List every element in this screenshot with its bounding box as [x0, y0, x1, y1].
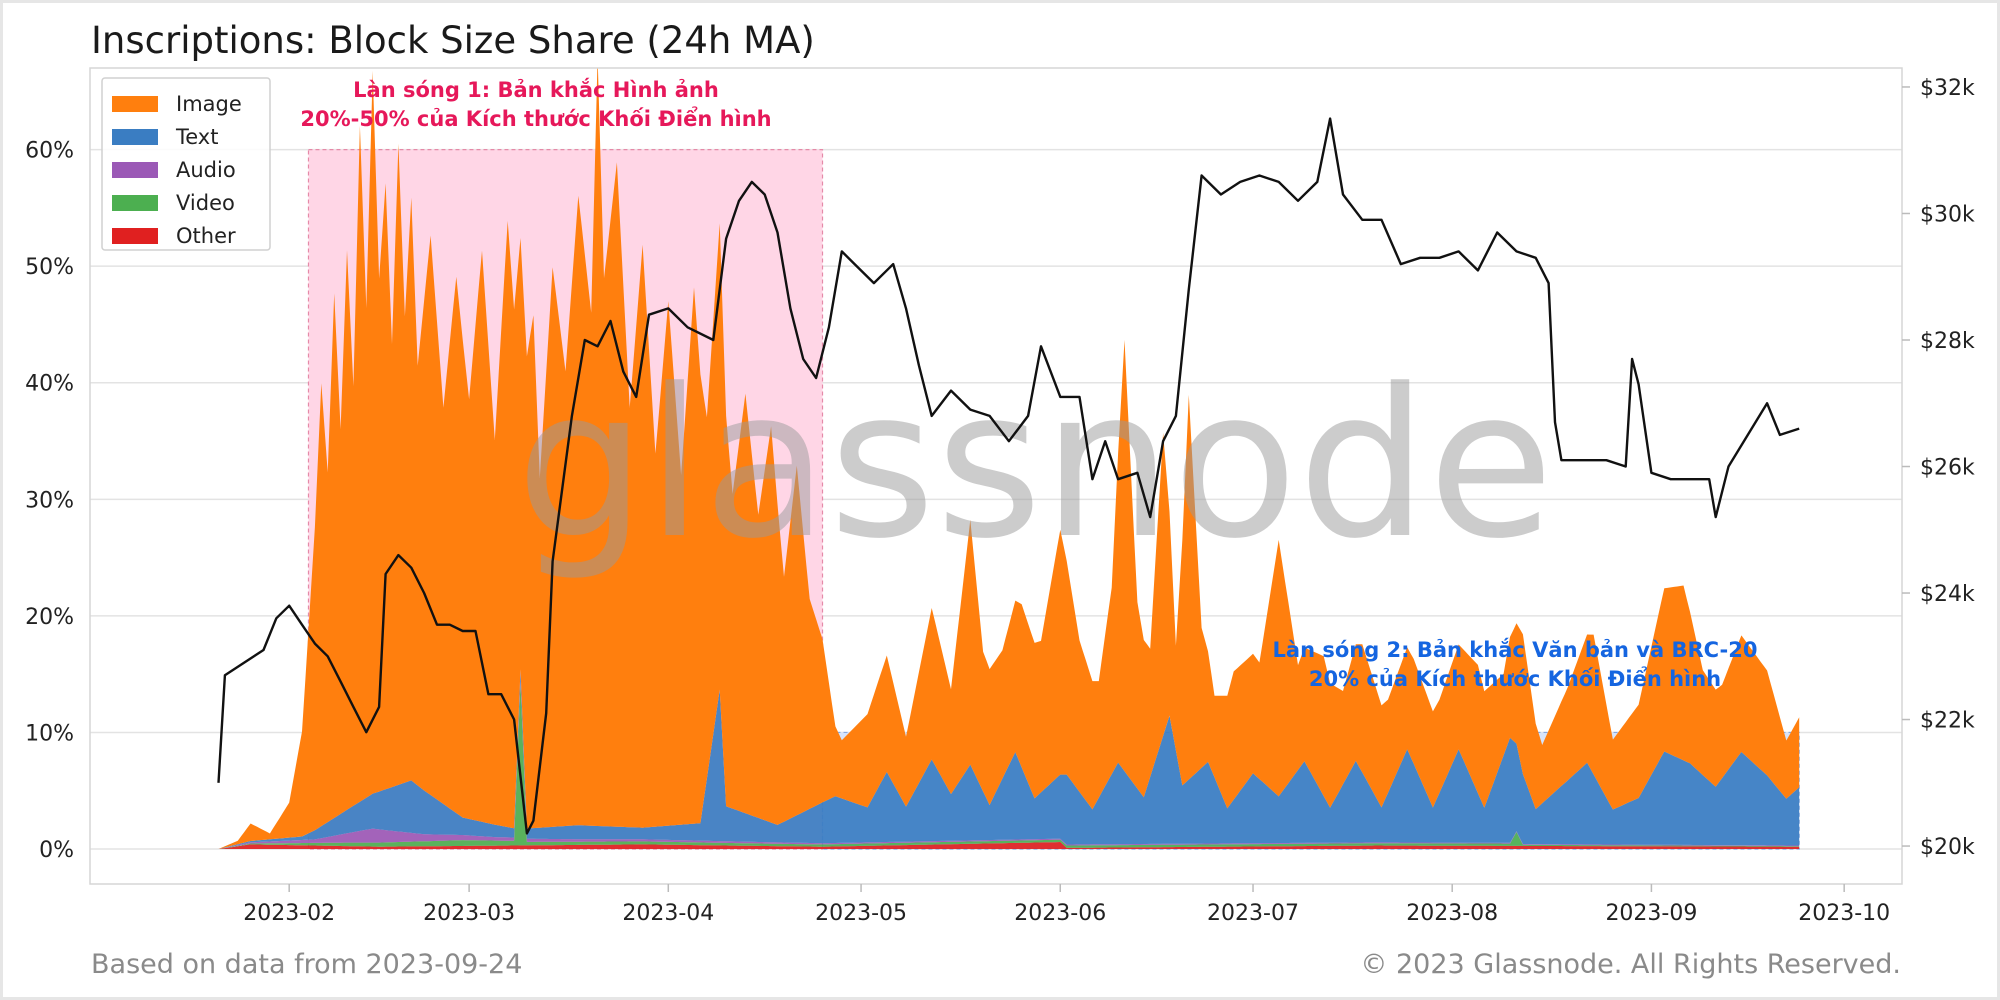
y-left-tick-label: 0% [39, 838, 74, 863]
copyright-note: © 2023 Glassnode. All Rights Reserved. [1360, 949, 1901, 980]
y-right-tick-label: $22k [1920, 709, 1975, 734]
data-date-note: Based on data from 2023-09-24 [91, 949, 523, 980]
x-tick-label: 2023-08 [1406, 901, 1498, 926]
area-text [218, 669, 1800, 849]
y-right-tick-label: $30k [1920, 202, 1975, 227]
area-other [218, 842, 1800, 849]
annotation-labels: Làn sóng 1: Bản khắc Hình ảnh 20%-50% của… [300, 77, 1757, 691]
x-tick-label: 2023-07 [1207, 901, 1299, 926]
y-left-tick-label: 40% [25, 372, 74, 397]
y-right-tick-label: $20k [1920, 835, 1975, 860]
x-tick-label: 2023-10 [1798, 901, 1890, 926]
legend-label-audio: Audio [176, 158, 236, 182]
y-left-tick-label: 20% [25, 605, 74, 630]
x-tick-label: 2023-06 [1014, 901, 1106, 926]
legend-swatch-other [112, 228, 158, 244]
y-left-tick-label: 30% [25, 488, 74, 513]
legend-swatch-image [112, 96, 158, 112]
legend-label-text: Text [175, 125, 218, 149]
y-right-tick-label: $32k [1920, 76, 1975, 101]
y-left-tick-label: 60% [25, 139, 74, 164]
legend-swatch-video [112, 195, 158, 211]
btc-price-line [217, 117, 1800, 835]
x-tick-label: 2023-02 [243, 901, 335, 926]
legend-swatch-text [112, 129, 158, 145]
legend-label-video: Video [176, 191, 235, 215]
chart-title: Inscriptions: Block Size Share (24h MA) [91, 19, 815, 62]
y-right-tick-label: $24k [1920, 582, 1975, 607]
x-tick-label: 2023-09 [1605, 901, 1697, 926]
x-tick-label: 2023-03 [423, 901, 515, 926]
annotation-1-line1: Làn sóng 1: Bản khắc Hình ảnh [353, 77, 719, 102]
plot-border [89, 67, 1903, 885]
stacked-areas [218, 68, 1800, 849]
x-tick-label: 2023-04 [622, 901, 714, 926]
annotation-1-line2: 20%-50% của Kích thước Khối Điển hình [300, 106, 771, 131]
legend: Image Text Audio Video Other [101, 77, 271, 251]
y-right-tick-label: $28k [1920, 329, 1975, 354]
price-line-layer [217, 117, 1800, 835]
legend-swatch-audio [112, 162, 158, 178]
axes: 0% 10% 20% 30% 40% 50% 60% $20k $22k $24k $26k $28k… [25, 76, 1975, 926]
watermark-text: glassnode [516, 346, 1554, 584]
legend-label-image: Image [176, 92, 242, 116]
y-left-tick-label: 50% [25, 255, 74, 280]
y-left-tick-label: 10% [25, 721, 74, 746]
area-audio [218, 679, 1800, 849]
area-image [218, 68, 1800, 849]
legend-label-other: Other [176, 224, 236, 248]
annotation-2-line1: Làn sóng 2: Bản khắc Văn bản và BRC-20 [1273, 637, 1758, 662]
x-tick-label: 2023-05 [815, 901, 907, 926]
y-right-tick-label: $26k [1920, 456, 1975, 481]
annotation-2-line2: 20% của Kích thước Khối Điển hình [1309, 666, 1721, 691]
